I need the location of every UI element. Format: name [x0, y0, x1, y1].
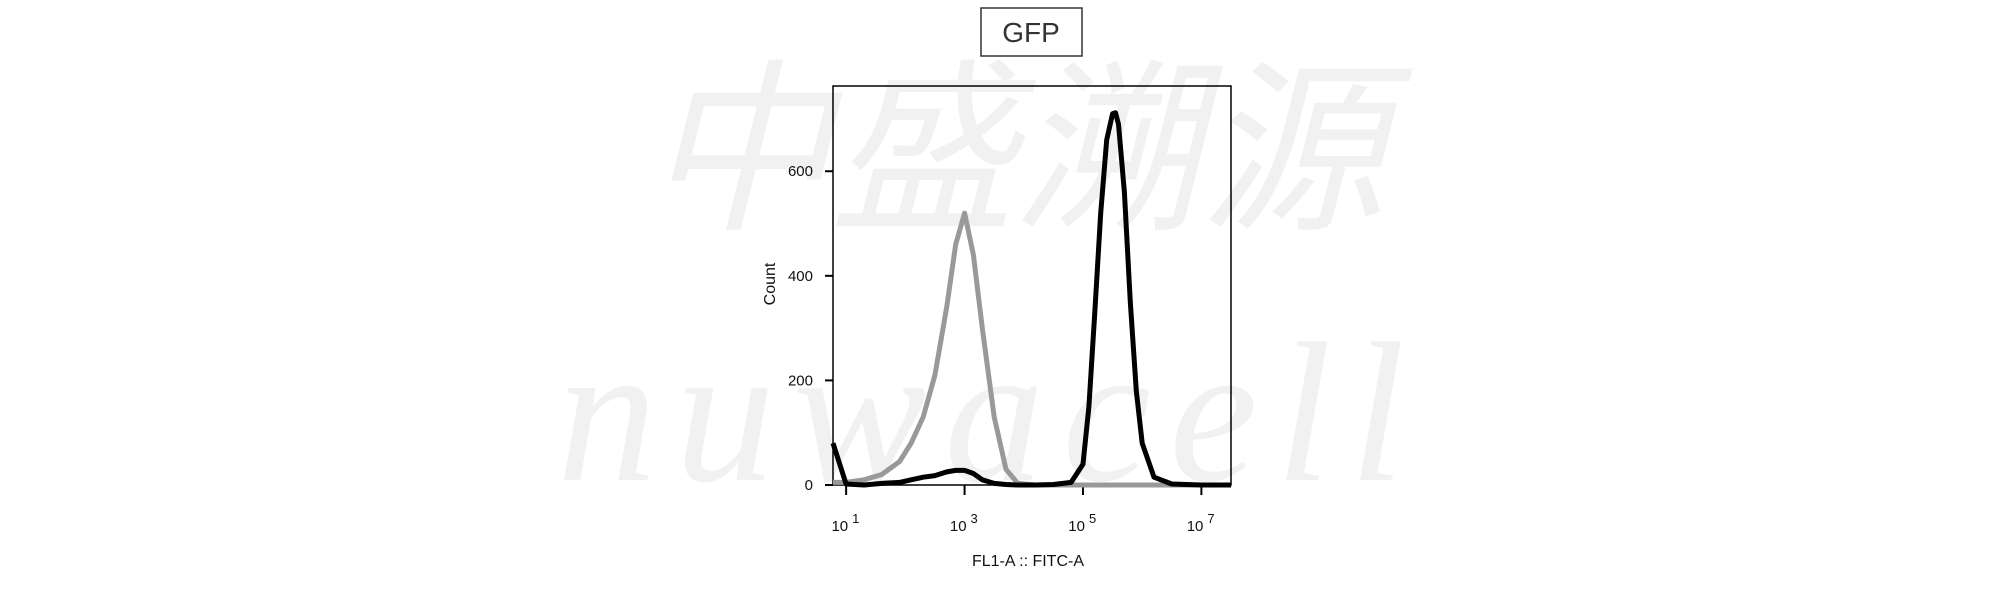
- y-tick-label: 400: [788, 268, 813, 285]
- title-box: [980, 7, 1083, 57]
- y-axis-label: Count: [762, 262, 779, 305]
- x-tick-label: 10: [831, 518, 848, 535]
- watermark: 中盛溯源: [645, 43, 1413, 259]
- chart-title: GFP: [1002, 17, 1060, 48]
- x-tick-label: 10: [1068, 518, 1085, 535]
- histogram-line: [830, 110, 1231, 488]
- x-tick-exponent: 1: [852, 511, 859, 526]
- watermark: nuwacell: [557, 303, 1423, 524]
- x-axis-label: FL1-A :: FITC-A: [972, 553, 1084, 570]
- x-tick-label: 10: [1187, 518, 1204, 535]
- x-tick-label: 10: [950, 518, 967, 535]
- y-tick-label: 200: [788, 372, 813, 389]
- x-tick-exponent: 3: [971, 511, 978, 526]
- x-tick-exponent: 5: [1089, 511, 1096, 526]
- y-tick-label: 0: [805, 477, 813, 494]
- x-tick-exponent: 7: [1207, 511, 1214, 526]
- y-tick-label: 600: [788, 163, 813, 180]
